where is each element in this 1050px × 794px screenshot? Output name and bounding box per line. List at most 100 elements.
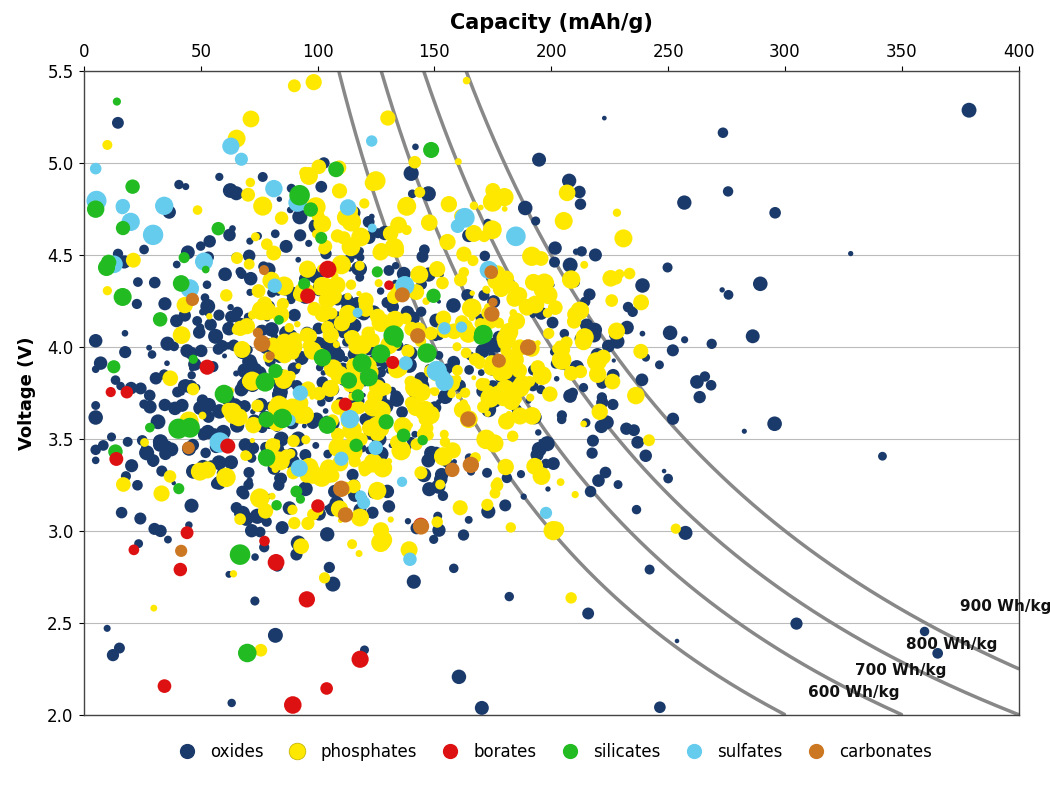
Point [499,472,516,484]
Point [159,440,175,453]
Point [385,363,402,376]
Point [296,272,313,285]
Point [331,503,348,515]
Point [155,368,172,381]
Point [554,357,571,370]
Point [177,379,194,391]
Point [478,376,495,389]
Point [173,399,190,411]
Point [105,649,122,661]
Point [191,326,208,339]
Point [244,452,260,464]
Point [236,376,253,389]
Point [286,517,302,530]
Point [99,139,116,152]
Point [345,206,362,219]
Point [553,353,570,366]
Point [233,319,250,332]
Point [210,222,227,235]
Point [396,268,413,280]
Point [261,355,278,368]
Point [417,404,434,417]
Point [215,387,232,400]
Point [382,328,399,341]
Point [387,260,404,272]
Point [374,393,391,406]
Point [354,374,371,387]
Point [572,198,589,210]
Point [385,330,402,342]
Point [375,534,392,546]
Point [345,480,362,492]
Point [314,218,331,230]
Point [486,437,503,449]
Point [237,449,254,462]
Point [659,261,676,274]
Point [460,413,477,426]
Point [394,406,411,418]
Point [328,318,344,331]
Point [247,551,264,564]
Point [471,318,488,330]
Point [375,417,392,430]
Point [200,306,216,319]
Point [406,381,423,394]
Point [533,470,550,483]
Point [268,368,285,381]
Point [373,245,390,257]
Point [365,487,382,499]
Point [363,135,380,148]
Point [313,396,330,409]
Point [336,298,353,310]
Point [416,391,433,404]
Point [568,245,585,258]
Point [356,373,373,386]
Point [232,549,249,561]
Point [200,426,216,438]
Point [498,280,514,293]
Point [271,388,288,401]
Point [704,337,720,350]
Point [205,360,222,373]
Point [298,593,315,606]
Point [229,252,246,264]
Point [108,95,125,108]
Point [326,343,342,356]
Point [242,361,258,374]
Point [265,439,281,452]
Point [239,344,256,357]
Point [471,357,488,370]
Point [197,446,214,459]
Point [284,329,300,341]
Point [284,406,300,418]
Point [613,233,630,245]
Point [286,362,302,375]
Point [465,372,482,384]
Point [261,337,278,350]
Point [506,353,523,366]
Point [396,279,413,292]
Point [633,373,650,386]
Point [464,254,481,267]
Point [337,353,354,365]
Point [319,528,336,541]
Point [328,269,344,282]
Point [227,250,244,263]
Point [381,455,398,468]
Point [531,382,548,395]
Point [462,458,479,471]
Point [414,407,430,419]
Point [256,534,273,547]
Point [532,435,549,448]
Point [308,439,324,452]
Point [351,229,368,242]
Point [439,362,456,375]
Point [488,389,505,402]
Point [236,400,253,413]
Point [497,202,513,215]
Point [109,248,126,260]
Point [354,442,371,455]
Point [274,298,291,310]
Text: 900 Wh/kg: 900 Wh/kg [960,599,1050,614]
Point [116,256,132,268]
